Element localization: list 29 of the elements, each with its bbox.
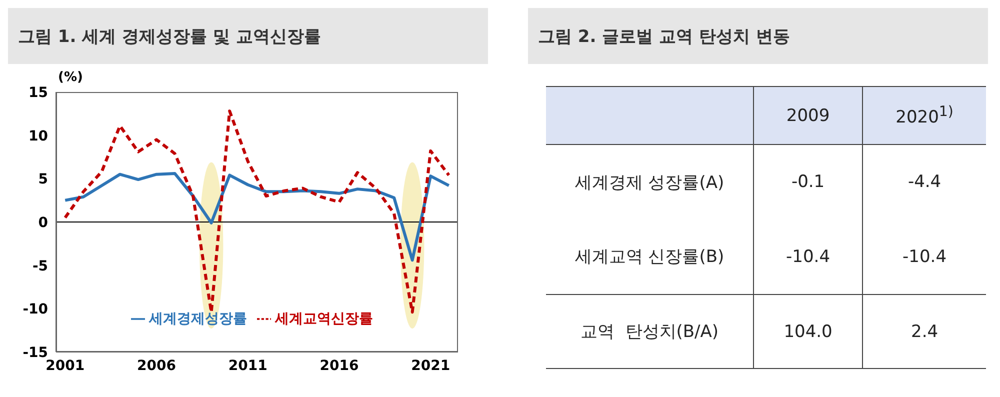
text: -10.4: [754, 220, 863, 294]
text: -0.1: [754, 144, 863, 220]
y-tick-label: 15: [28, 84, 48, 101]
text: 2.4: [862, 294, 986, 368]
y-tick-label: -10: [22, 302, 48, 318]
x-tick-label: 2001: [46, 358, 85, 374]
y-axis-title: (%): [58, 70, 83, 85]
y-tick-label: 0: [38, 214, 48, 231]
y-tick-label: 5: [38, 172, 48, 188]
chart-title: 그림 1. 세계 경제성장률 및 교역신장률: [18, 26, 321, 48]
x-tick-label: 2021: [411, 358, 450, 374]
legend-label: 세계교역신장률: [275, 311, 373, 327]
text: 세계경제 성장률(A): [574, 172, 726, 195]
legend-label: 세계경제성장률: [149, 311, 247, 327]
text: 2020$^{1)}$: [862, 86, 986, 144]
text: -4.4: [862, 144, 986, 220]
x-tick-label: 2016: [320, 358, 359, 374]
line-series: [64, 110, 450, 314]
text: 세계교역 신장률(B): [574, 246, 726, 270]
y-tick-label: -15: [22, 344, 48, 361]
text: 그림 2. 글로벌 교역 탄성치 변동: [538, 26, 790, 48]
x-tick-label: 2011: [228, 358, 268, 374]
text: 104.0: [754, 294, 863, 368]
text: 교역 탄성치(B/A): [579, 321, 720, 344]
y-tick-label: 10: [28, 128, 48, 144]
text: 2009: [754, 86, 863, 144]
x-tick-label: 2006: [137, 358, 176, 374]
y-tick-label: -5: [32, 258, 48, 274]
text: -10.4: [862, 220, 986, 294]
